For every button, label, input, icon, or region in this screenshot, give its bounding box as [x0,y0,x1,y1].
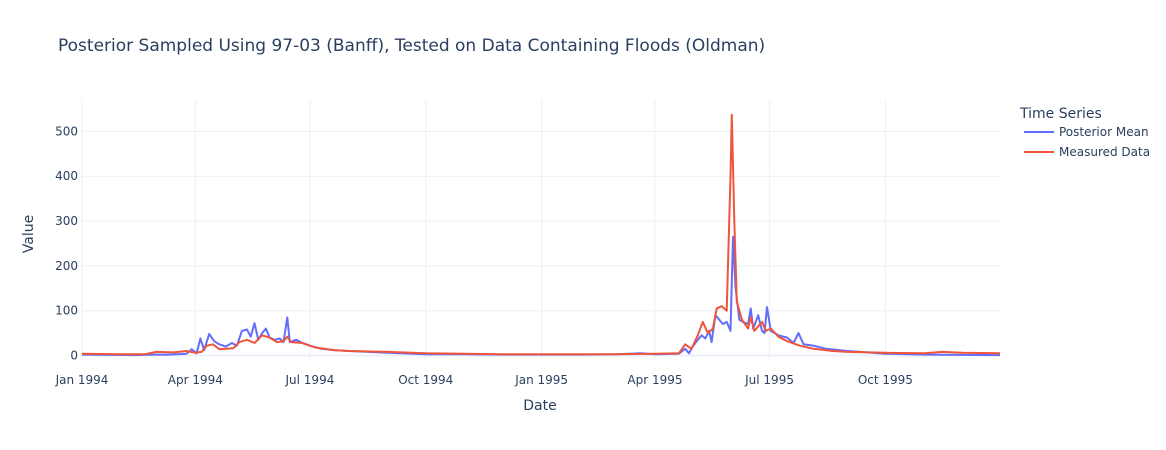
legend-title: Time Series [1019,106,1102,122]
legend-item-measured-data[interactable]: Measured Data [1024,145,1150,159]
x-tick-label: Apr 1994 [168,373,223,387]
x-tick-label: Jan 1994 [55,373,109,387]
y-tick-label: 500 [55,124,78,138]
legend-label-measured-data: Measured Data [1059,145,1150,159]
x-tick-label: Oct 1994 [398,373,453,387]
legend-item-posterior-mean[interactable]: Posterior Mean [1024,125,1149,139]
x-tick-label: Jul 1995 [744,373,794,387]
legend: Time Series Posterior Mean Measured Data [1019,106,1150,159]
y-axis-title: Value [21,215,37,253]
series-layer [81,113,1001,357]
x-tick-label: Oct 1995 [858,373,913,387]
series-line-measured-data[interactable] [81,113,1001,356]
x-tick-labels: Jan 1994 Apr 1994 Jul 1994 Oct 1994 Jan 1995… [55,373,913,387]
y-tick-label: 100 [55,304,78,318]
y-tick-label: 300 [55,214,78,228]
x-tick-label: Jul 1994 [285,373,335,387]
chart-title: Posterior Sampled Using 97-03 (Banff), T… [58,36,765,56]
y-tick-label: 0 [70,349,78,363]
x-axis-title: Date [523,398,556,414]
y-tick-labels: 0 100 200 300 400 500 [55,124,78,362]
y-tick-label: 400 [55,169,78,183]
y-tick-label: 200 [55,259,78,273]
legend-label-posterior-mean: Posterior Mean [1059,125,1149,139]
x-tick-label: Jan 1995 [514,373,568,387]
x-tick-label: Apr 1995 [627,373,682,387]
plot-background [82,100,1000,360]
